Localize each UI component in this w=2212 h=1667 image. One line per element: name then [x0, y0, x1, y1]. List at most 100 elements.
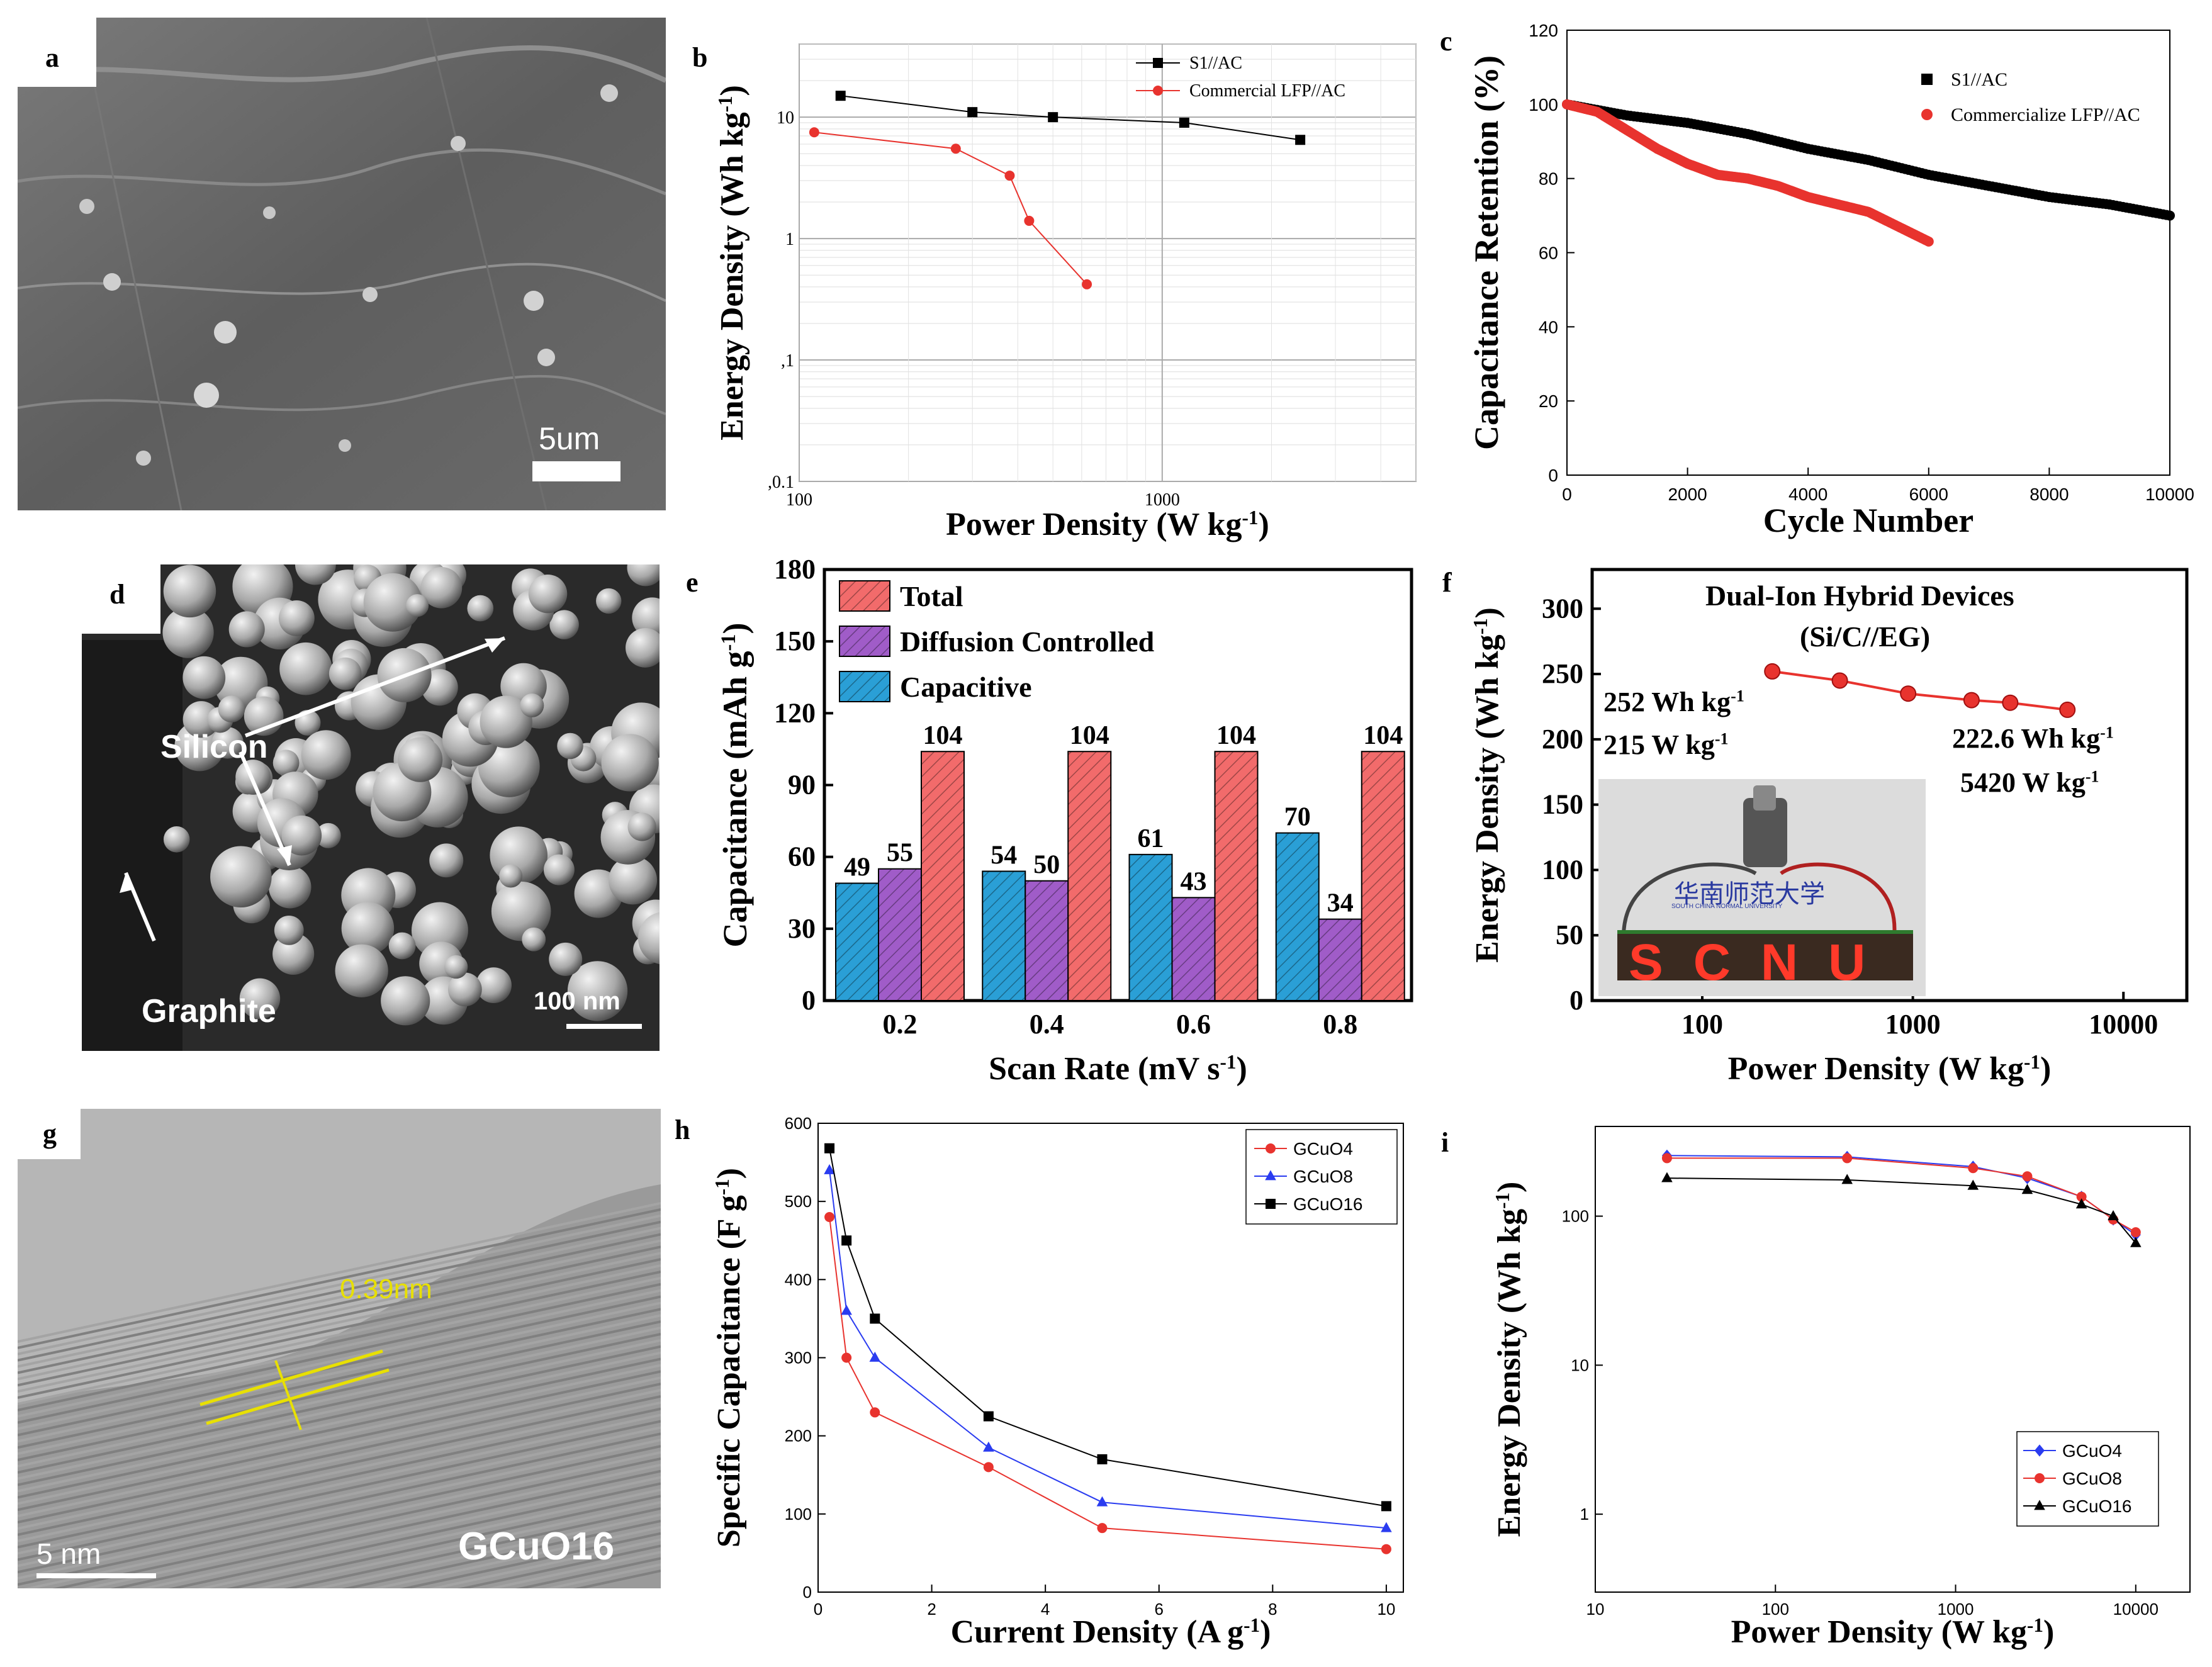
x-tick-label: 8000: [2030, 485, 2069, 504]
y-tick-label: 40: [1539, 317, 1558, 337]
plot-frame: [799, 43, 1417, 482]
legend-label: Diffusion Controlled: [900, 626, 1155, 658]
x-tick-label: 0: [814, 1600, 822, 1619]
legend-marker: [2035, 1444, 2045, 1457]
series-line: [829, 1216, 1386, 1550]
annot-left-energy: 252 Wh kg-1: [1603, 687, 1744, 717]
scale-bar-label: 5um: [539, 421, 600, 456]
y-tick-label: 1: [785, 230, 794, 249]
legend-marker: [1265, 1170, 1276, 1181]
data-point: [1923, 236, 1934, 247]
x-tick-label: 10: [1377, 1600, 1395, 1619]
data-point: [2075, 1198, 2087, 1209]
bar: [878, 868, 922, 1002]
y-tick-label: 150: [1542, 789, 1583, 820]
data-point: [2108, 1210, 2119, 1220]
x-tick-label: 0.2: [883, 1009, 918, 1040]
data-point: [841, 1305, 852, 1315]
data-point: [824, 1143, 835, 1153]
x-tick-label: 0: [1562, 485, 1572, 504]
data-point: [2002, 694, 2019, 711]
y-tick-label: 400: [785, 1270, 812, 1289]
legend-swatch: [839, 580, 890, 612]
data-point: [983, 1441, 994, 1452]
legend-label: GCuO8: [2062, 1469, 2122, 1488]
x-tick-label: 6000: [1909, 485, 1948, 504]
chart-i: 1 10 100 10 100 1000 10000 GCuO4 GCuO8 GCuO16 Powe…: [1491, 1126, 2191, 1650]
data-point: [1841, 1174, 1853, 1184]
legend-label: GCuO16: [2062, 1496, 2132, 1516]
legend-marker: [2035, 1473, 2045, 1483]
y-tick-label: 200: [1542, 724, 1583, 755]
x-tick-label: 4: [1041, 1600, 1050, 1619]
y-tick-label: 600: [785, 1114, 812, 1133]
data-point: [1048, 112, 1058, 123]
y-tick-label: 20: [1539, 391, 1558, 411]
bar: [1067, 751, 1112, 1001]
y-tick-label: 80: [1539, 169, 1558, 189]
panel-f-title-line1: Dual-Ion Hybrid Devices: [1705, 580, 2014, 612]
x-axis-label: Current Density (A g-1): [951, 1614, 1271, 1651]
panel-letter-bg: [18, 18, 96, 87]
legend-marker: [1153, 86, 1163, 96]
data-point: [1381, 1522, 1392, 1532]
plot-frame: [1595, 1126, 2191, 1593]
x-tick-label: 1000: [1145, 490, 1180, 510]
legend-label: Capacitive: [900, 671, 1032, 703]
x-tick-label: 10000: [2113, 1600, 2159, 1619]
legend-label: Total: [900, 580, 963, 612]
x-tick-label: 8: [1268, 1600, 1277, 1619]
legend-marker: [1921, 74, 1933, 85]
chart-c: 0 2000 4000 6000 8000 10000 0 20 40 60 80 100 120 S1/…: [1468, 21, 2194, 539]
bar: [1128, 853, 1173, 1001]
data-point: [835, 91, 846, 101]
y-tick-label: 30: [788, 913, 816, 944]
x-tick-label: 10000: [2145, 485, 2194, 504]
data-point: [870, 1313, 880, 1324]
panel-letter-f: f: [1442, 567, 1452, 598]
bar: [921, 751, 965, 1001]
panel-letter-b: b: [692, 42, 708, 73]
panel-d-sem-image: d Silicon Graphite 100 nm: [82, 564, 660, 1051]
plot-frame: [1566, 30, 2170, 476]
data-point: [1097, 1454, 1108, 1464]
y-axis-label: Specific Capacitance (F g-1): [711, 1168, 748, 1547]
annot-left-power-text: 215 W kg: [1603, 729, 1715, 760]
series-line: [829, 1148, 1387, 1507]
silicon-label: Silicon: [160, 729, 268, 765]
data-point: [1097, 1523, 1108, 1534]
series-line: [814, 132, 1087, 285]
panel-letter-d: d: [109, 579, 125, 610]
y-tick-label: 100: [1542, 854, 1583, 885]
y-tick-label: 1: [1580, 1505, 1589, 1524]
y-tick-label: 120: [1529, 21, 1558, 40]
y-tick-label: 120: [774, 697, 816, 728]
panel-f-title-line2: (Si/C//EG): [1800, 620, 1931, 653]
scale-bar-label: 100 nm: [534, 987, 620, 1015]
data-point: [869, 1351, 881, 1362]
chart-h: 0 100 200 300 400 500 600 0 2 4 6 8 10 GCuO4 GCuO8 GCuO…: [711, 1114, 1404, 1651]
y-tick-label: 10: [777, 108, 794, 128]
bar: [1171, 897, 1216, 1001]
panel-letter-g: g: [43, 1118, 57, 1149]
data-point: [1967, 1179, 1979, 1190]
y-tick-label: 0: [1548, 466, 1558, 485]
y-tick-label: 300: [785, 1349, 812, 1367]
data-point: [2130, 1237, 2142, 1247]
silicon-particles: [162, 564, 660, 1026]
data-point: [1096, 1496, 1108, 1507]
data-point: [1963, 692, 1980, 709]
data-point: [983, 1462, 994, 1473]
bar: [1318, 918, 1362, 1001]
x-tick-label: 1000: [1938, 1600, 1974, 1619]
series-line: [1666, 1177, 2136, 1243]
annot-right-energy-text: 222.6 Wh kg: [1952, 723, 2101, 754]
data-point: [1900, 685, 1917, 702]
y-tick-label: 300: [1542, 593, 1583, 624]
data-point: [841, 1235, 852, 1246]
x-tick-label: 100: [786, 490, 812, 510]
y-tick-label: 0: [802, 985, 816, 1016]
legend-label: S1//AC: [1189, 53, 1242, 73]
legend-label: S1//AC: [1951, 69, 2007, 90]
data-point: [1831, 672, 1848, 689]
